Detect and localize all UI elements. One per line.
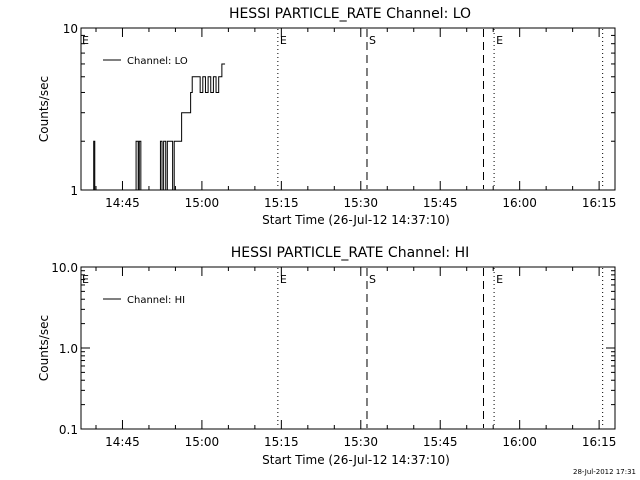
y-tick-label: 1 — [70, 184, 78, 198]
x-tick-label: 15:30 — [343, 435, 378, 449]
y-tick-label: 10 — [63, 22, 78, 36]
x-tick-label: 16:00 — [502, 196, 537, 210]
y-tick-label: 0.1 — [59, 423, 78, 437]
marker-label: S — [369, 34, 376, 47]
chart-title: HESSI PARTICLE_RATE Channel: HI — [231, 245, 469, 261]
x-axis-label: Start Time (26-Jul-12 14:37:10) — [262, 453, 450, 467]
x-tick-label: 14:45 — [105, 196, 140, 210]
marker-label: E — [280, 34, 287, 47]
y-tick-label: 10.0 — [51, 261, 78, 275]
panel-hi: HESSI PARTICLE_RATE Channel: HI Start Tim… — [37, 245, 616, 467]
y-axis-label: Counts/sec — [37, 315, 51, 381]
x-tick-label: 14:45 — [105, 435, 140, 449]
marker-label: E — [496, 34, 503, 47]
legend-label: Channel: HI — [127, 295, 185, 306]
x-tick-label: 15:30 — [343, 196, 378, 210]
marker-label-start: E — [82, 34, 89, 47]
x-tick-label: 15:00 — [185, 196, 220, 210]
x-tick-label: 15:00 — [185, 435, 220, 449]
marker-label: E — [280, 273, 287, 286]
x-tick-label: 16:15 — [582, 435, 617, 449]
x-tick-label: 15:45 — [423, 196, 458, 210]
x-tick-label: 15:15 — [264, 435, 299, 449]
panel-lo: HESSI PARTICLE_RATE Channel: LO Start Tim… — [37, 6, 616, 227]
x-tick-label: 15:15 — [264, 196, 299, 210]
x-tick-label: 16:15 — [582, 196, 617, 210]
marker-label-start: E — [82, 273, 89, 286]
legend-label: Channel: LO — [127, 56, 188, 67]
marker-label: S — [369, 273, 376, 286]
plot-frame — [80, 27, 616, 191]
y-axis-label: Counts/sec — [37, 76, 51, 142]
y-tick-label: 1.0 — [59, 342, 78, 356]
x-axis-label: Start Time (26-Jul-12 14:37:10) — [262, 213, 450, 227]
x-tick-label: 15:45 — [423, 435, 458, 449]
chart-title: HESSI PARTICLE_RATE Channel: LO — [229, 6, 471, 22]
plot-frame — [80, 266, 616, 430]
x-tick-label: 16:00 — [502, 435, 537, 449]
marker-label: E — [496, 273, 503, 286]
footer-timestamp: 28-Jul-2012 17:31 — [573, 468, 636, 476]
series-line — [81, 63, 226, 191]
